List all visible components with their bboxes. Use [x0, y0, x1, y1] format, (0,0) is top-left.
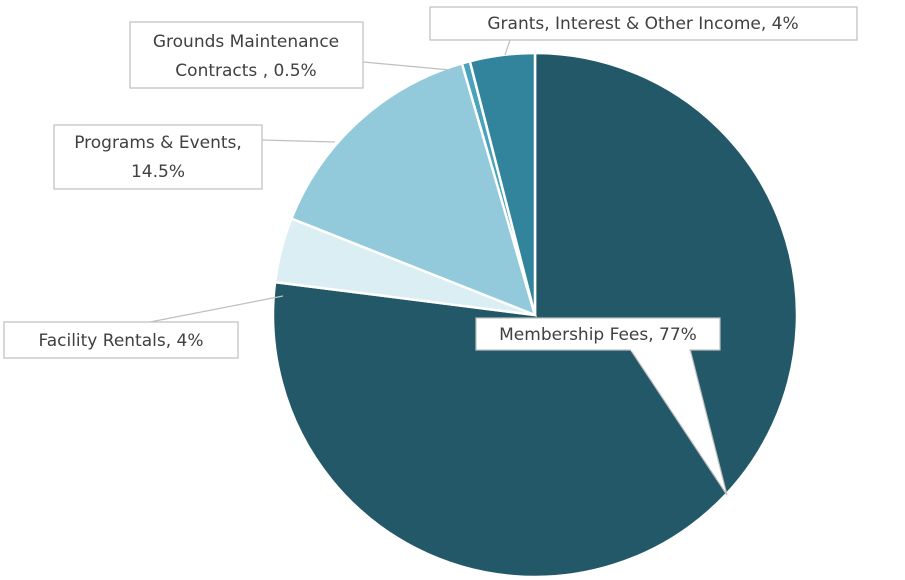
labels: Membership Fees, 77% Facility Rentals, 4%… — [3, 6, 858, 496]
label-box — [129, 21, 364, 89]
data-label: 14.5% — [131, 162, 185, 182]
slices — [271, 51, 799, 579]
label-box — [475, 317, 721, 351]
label-box — [3, 321, 239, 359]
pie-slice — [468, 51, 537, 316]
data-label: Grants, Interest & Other Income, 4% — [487, 14, 798, 34]
label-box — [429, 6, 858, 41]
data-label: Facility Rentals, 4% — [38, 331, 203, 351]
leader-line — [149, 295, 284, 323]
leader-lines — [149, 39, 511, 323]
data-label: Programs & Events, — [74, 133, 242, 153]
pie-slice — [289, 61, 537, 318]
leader-line — [362, 61, 451, 71]
data-label: Grounds Maintenance — [153, 32, 339, 52]
leader-line — [504, 39, 511, 56]
data-label: Contracts , 0.5% — [175, 61, 316, 81]
label-box — [53, 124, 263, 190]
leader-line — [261, 139, 336, 143]
data-label: Membership Fees, 77% — [499, 325, 697, 345]
